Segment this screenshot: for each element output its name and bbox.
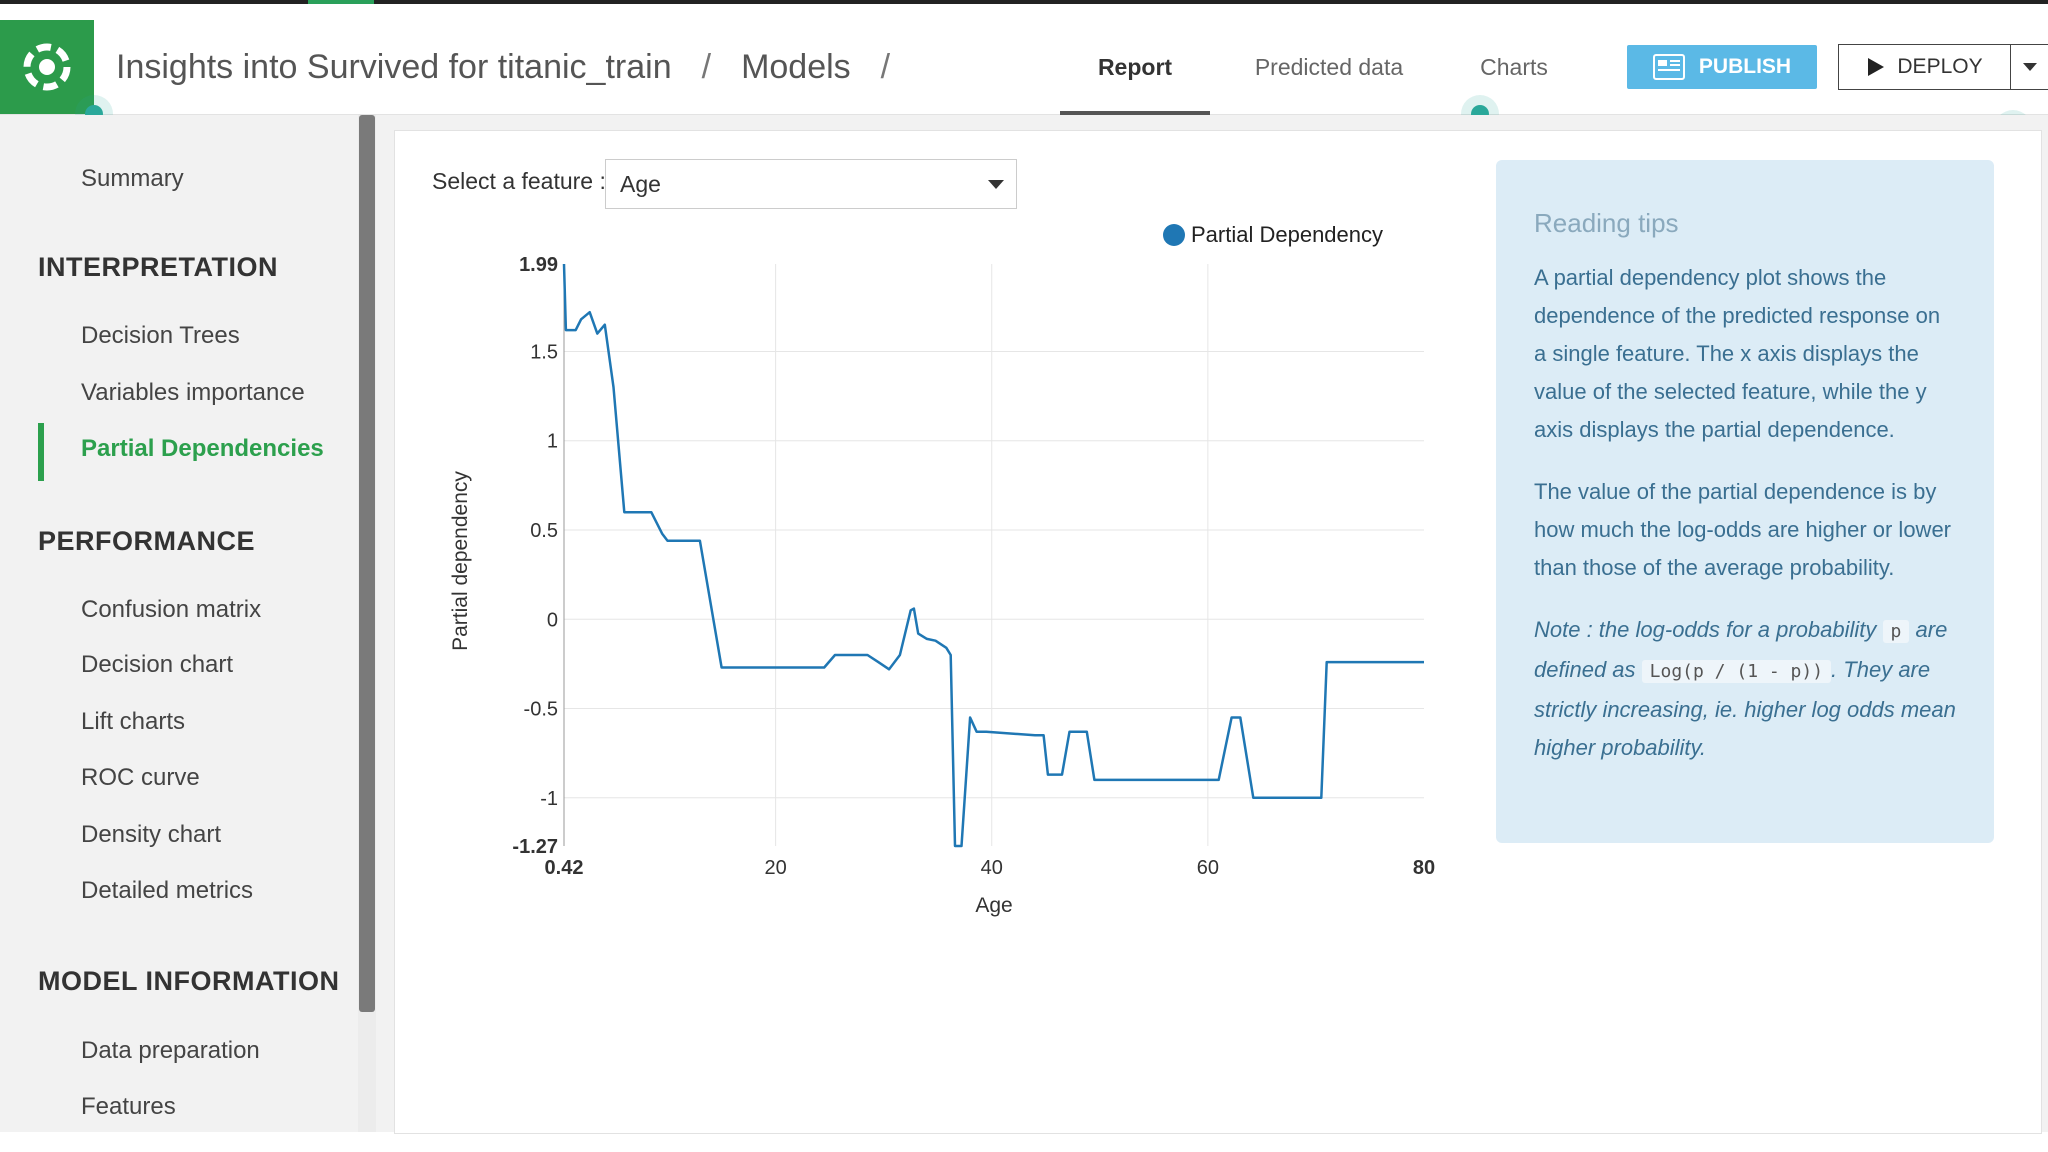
tips-note-text: .	[1831, 657, 1838, 682]
sidebar-item-detailed-metrics[interactable]: Detailed metrics	[81, 877, 254, 904]
sidebar-item-variables-importance[interactable]: Variables importance	[81, 379, 305, 406]
y-tick-label: 0.5	[530, 520, 558, 542]
y-tick-label: 0	[547, 609, 558, 631]
y-tick-label: 1	[547, 431, 558, 453]
breadcrumb-analysis[interactable]: Insights into Survived for titanic_train	[116, 47, 672, 86]
tab-charts[interactable]: Charts	[1480, 53, 1548, 80]
bird-logo-icon	[23, 43, 71, 91]
sidebar-item-density-chart[interactable]: Density chart	[81, 821, 222, 848]
section-interpretation: INTERPRETATION	[38, 252, 278, 282]
tips-note-text: Note : the log-odds for a probability	[1534, 617, 1877, 642]
sidebar-item-roc-curve[interactable]: ROC curve	[81, 764, 200, 791]
breadcrumb-models[interactable]: Models	[741, 47, 851, 86]
sidebar-item-data-preparation[interactable]: Data preparation	[81, 1037, 260, 1064]
top-progress-accent	[308, 0, 374, 4]
section-performance: PERFORMANCE	[38, 526, 256, 556]
y-tick-label: -1.27	[512, 836, 558, 858]
breadcrumb-separator: /	[701, 47, 712, 86]
play-icon	[1868, 58, 1885, 76]
tips-title: Reading tips	[1534, 208, 1679, 238]
active-indicator	[38, 423, 44, 481]
breadcrumb-separator: /	[880, 47, 891, 86]
y-tick-label: 1.5	[530, 341, 558, 363]
tips-paragraph-2: The value of the partial dependence is b…	[1534, 479, 1952, 580]
top-progress-line	[0, 0, 2048, 4]
tips-note-text: are defined as	[1534, 617, 1948, 682]
section-model-information: MODEL INFORMATION	[38, 966, 340, 996]
sidebar-item-decision-chart[interactable]: Decision chart	[81, 651, 234, 678]
feature-select-label: Select a feature :	[432, 168, 606, 194]
sidebar-scrollbar-thumb[interactable]	[359, 115, 375, 1012]
breadcrumb: Insights into Survived for titanic_train…	[116, 20, 920, 114]
report-tabs: Report Predicted data Charts	[1060, 20, 1580, 115]
y-tick-label: -0.5	[524, 699, 558, 721]
sidebar-item-lift-charts[interactable]: Lift charts	[81, 708, 186, 735]
chevron-down-icon	[988, 180, 1004, 189]
legend-label: Partial Dependency	[1191, 222, 1384, 247]
sidebar-item-partial-dependencies[interactable]: Partial Dependencies	[81, 435, 324, 462]
x-tick-label: 80	[1413, 857, 1435, 879]
tips-paragraph-1: A partial dependency plot shows the depe…	[1534, 265, 1941, 442]
tab-report[interactable]: Report	[1060, 20, 1210, 115]
dashboard-icon	[1652, 54, 1685, 80]
partial-dependency-chart: 1.99 1.5 1 0.5 0 -0.5 -1 -1.270.42 20 40 60 80 Age Pa…	[449, 254, 1435, 917]
app-logo[interactable]	[0, 20, 94, 114]
deploy-dropdown-toggle[interactable]	[2010, 44, 2048, 90]
sidebar-item-confusion-matrix[interactable]: Confusion matrix	[81, 596, 262, 623]
tab-predicted-data[interactable]: Predicted data	[1254, 53, 1404, 80]
x-tick-label: 0.42	[545, 857, 584, 879]
deploy-button[interactable]: DEPLOY	[1838, 44, 2011, 90]
feature-select[interactable]: Age	[605, 159, 1017, 209]
feature-select-value: Age	[620, 170, 661, 197]
chart-legend: Partial Dependency	[1163, 222, 1383, 248]
legend-swatch	[1163, 224, 1185, 246]
sidebar-item-features[interactable]: Features	[81, 1093, 176, 1120]
x-tick-label: 60	[1197, 857, 1219, 879]
report-sidebar: Summary INTERPRETATION Decision Trees Va…	[0, 115, 358, 1132]
sidebar-item-decision-trees[interactable]: Decision Trees	[81, 322, 240, 349]
publish-label: PUBLISH	[1698, 55, 1792, 78]
series-line-partial-dependency	[562, 263, 1424, 848]
y-tick-label: -1	[540, 788, 558, 810]
y-tick-label: 1.99	[519, 254, 558, 276]
x-tick-label: 40	[981, 857, 1003, 879]
chevron-down-icon	[2023, 63, 2037, 71]
sidebar-item-summary[interactable]: Summary	[81, 165, 184, 192]
x-axis-title: Age	[975, 894, 1012, 917]
y-axis-title: Partial dependency	[449, 471, 472, 651]
publish-button[interactable]: PUBLISH	[1627, 45, 1817, 89]
tips-note-code: p	[1882, 620, 1910, 643]
x-tick-label: 20	[764, 857, 786, 879]
tips-note-code: Log(p / (1 - p))	[1641, 660, 1832, 683]
deploy-label: DEPLOY	[1897, 55, 1983, 78]
tips-note-text: They are strictly increasing, ie. higher…	[1534, 657, 1956, 760]
reading-tips-panel: Reading tips A partial dependency plot s…	[1496, 160, 1994, 843]
top-header: Insights into Survived for titanic_train…	[0, 20, 2048, 115]
tips-note: Note : the log-odds for a probability p …	[1534, 611, 1958, 767]
